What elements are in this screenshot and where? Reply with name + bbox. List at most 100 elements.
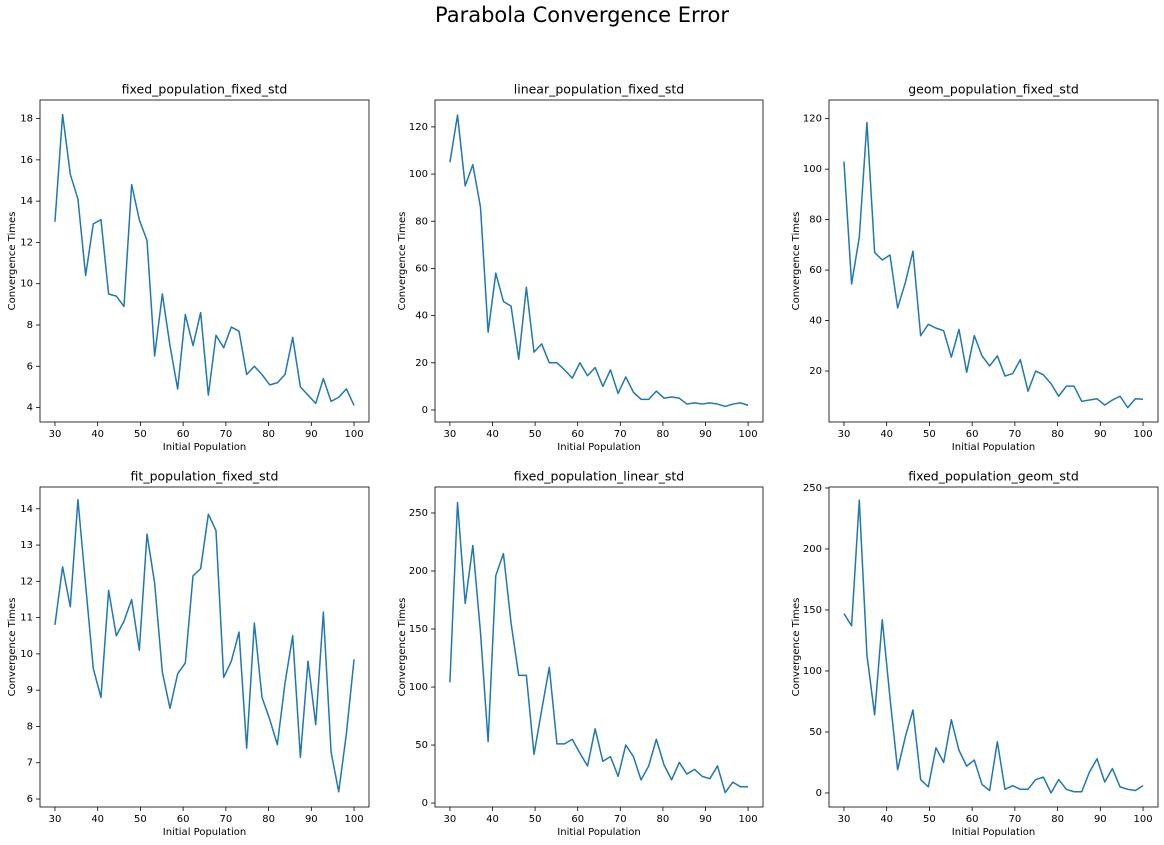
x-tick-label: 90 xyxy=(1094,429,1107,440)
x-tick-label: 40 xyxy=(91,429,104,440)
x-tick-label: 100 xyxy=(1133,429,1152,440)
y-tick-label: 40 xyxy=(415,311,428,322)
y-tick-label: 8 xyxy=(27,721,33,732)
axes-frame xyxy=(434,486,764,808)
axes-frame xyxy=(828,486,1159,808)
y-tick-label: 250 xyxy=(409,508,428,519)
y-tick-label: 4 xyxy=(27,403,33,414)
y-tick-label: 8 xyxy=(27,320,33,331)
y-tick-label: 50 xyxy=(809,727,822,738)
y-tick-label: 0 xyxy=(816,788,822,799)
x-tick-label: 90 xyxy=(305,429,318,440)
x-tick-label: 70 xyxy=(219,814,232,825)
x-tick-label: 100 xyxy=(739,429,758,440)
x-axis-label: Initial Population xyxy=(557,827,640,838)
x-tick-label: 60 xyxy=(177,814,190,825)
y-tick-label: 200 xyxy=(803,544,822,555)
axes-frame xyxy=(39,99,370,423)
y-tick-label: 100 xyxy=(803,164,822,175)
x-tick-label: 60 xyxy=(966,814,979,825)
x-tick-label: 30 xyxy=(49,429,62,440)
y-tick-label: 80 xyxy=(415,216,428,227)
x-tick-label: 30 xyxy=(838,814,851,825)
x-tick-label: 70 xyxy=(614,429,627,440)
series-line xyxy=(54,498,355,793)
y-tick-label: 20 xyxy=(809,366,822,377)
figure-title: Parabola Convergence Error xyxy=(435,3,729,27)
y-tick-label: 250 xyxy=(803,483,822,494)
y-tick-label: 10 xyxy=(20,649,33,660)
series-line xyxy=(843,499,1144,794)
y-tick-label: 18 xyxy=(20,114,33,125)
subplot-title: fixed_population_geom_std xyxy=(908,469,1079,484)
x-tick-label: 100 xyxy=(344,814,363,825)
x-tick-label: 70 xyxy=(219,429,232,440)
x-tick-label: 90 xyxy=(699,814,712,825)
x-tick-label: 50 xyxy=(923,429,936,440)
y-axis-label: Convergence Times xyxy=(397,598,408,697)
y-tick-label: 80 xyxy=(809,215,822,226)
series-line xyxy=(843,121,1144,409)
y-tick-label: 40 xyxy=(809,316,822,327)
series-line xyxy=(449,501,749,794)
x-tick-label: 60 xyxy=(177,429,190,440)
x-axis-label: Initial Population xyxy=(952,442,1035,453)
series-line xyxy=(54,113,355,406)
y-tick-label: 50 xyxy=(415,740,428,751)
y-axis-label: Convergence Times xyxy=(791,598,802,697)
y-tick-label: 13 xyxy=(20,540,33,551)
x-tick-label: 70 xyxy=(1008,429,1021,440)
x-tick-label: 100 xyxy=(344,429,363,440)
x-tick-label: 90 xyxy=(305,814,318,825)
x-tick-label: 30 xyxy=(838,429,851,440)
x-tick-label: 60 xyxy=(966,429,979,440)
x-tick-label: 40 xyxy=(486,814,499,825)
x-tick-label: 30 xyxy=(444,429,457,440)
y-tick-label: 14 xyxy=(20,196,33,207)
y-tick-label: 6 xyxy=(27,361,33,372)
y-tick-label: 100 xyxy=(803,666,822,677)
x-tick-label: 40 xyxy=(91,814,104,825)
y-tick-label: 120 xyxy=(409,122,428,133)
x-tick-label: 40 xyxy=(880,429,893,440)
x-tick-label: 40 xyxy=(880,814,893,825)
x-tick-label: 30 xyxy=(49,814,62,825)
y-tick-label: 100 xyxy=(409,169,428,180)
x-axis-label: Initial Population xyxy=(557,442,640,453)
x-tick-label: 80 xyxy=(657,814,670,825)
x-tick-label: 80 xyxy=(262,429,275,440)
x-tick-label: 50 xyxy=(529,429,542,440)
y-tick-label: 120 xyxy=(803,114,822,125)
y-tick-label: 60 xyxy=(415,263,428,274)
x-tick-label: 50 xyxy=(529,814,542,825)
y-axis-label: Convergence Times xyxy=(7,598,18,697)
subplot-title: geom_population_fixed_std xyxy=(908,82,1079,97)
subplot-title: fixed_population_fixed_std xyxy=(122,82,288,97)
y-tick-label: 7 xyxy=(27,758,33,769)
x-tick-label: 100 xyxy=(1133,814,1152,825)
y-tick-label: 6 xyxy=(27,794,33,805)
x-tick-label: 50 xyxy=(923,814,936,825)
y-tick-label: 100 xyxy=(409,682,428,693)
y-tick-label: 10 xyxy=(20,279,33,290)
subplot-title: fixed_population_linear_std xyxy=(514,469,684,484)
x-tick-label: 90 xyxy=(1094,814,1107,825)
y-tick-label: 0 xyxy=(422,405,428,416)
x-axis-label: Initial Population xyxy=(163,827,246,838)
axes-frame xyxy=(828,99,1159,423)
axes-frame xyxy=(434,99,764,423)
y-axis-label: Convergence Times xyxy=(7,212,18,311)
x-tick-label: 80 xyxy=(657,429,670,440)
x-tick-label: 100 xyxy=(739,814,758,825)
x-tick-label: 80 xyxy=(1051,429,1064,440)
axes-frame xyxy=(39,486,370,808)
y-axis-label: Convergence Times xyxy=(397,212,408,311)
subplot-title: fit_population_fixed_std xyxy=(131,469,279,484)
y-tick-label: 14 xyxy=(20,504,33,515)
y-tick-label: 11 xyxy=(20,613,33,624)
x-tick-label: 70 xyxy=(614,814,627,825)
x-tick-label: 80 xyxy=(1051,814,1064,825)
y-tick-label: 12 xyxy=(20,237,33,248)
